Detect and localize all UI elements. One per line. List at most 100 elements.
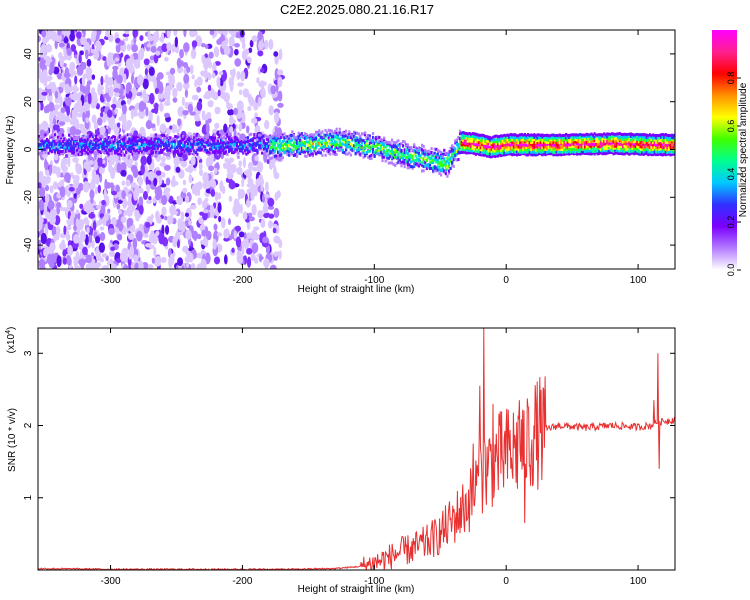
spectrogram-band-cell <box>403 165 406 169</box>
spectrogram-cell <box>138 260 143 269</box>
spectrogram-cell <box>207 84 212 92</box>
spectrogram-cell <box>126 98 131 105</box>
spectrogram-band-cell <box>99 142 102 146</box>
spectrogram-band-cell <box>419 162 422 166</box>
spectrogram-band-cell <box>446 156 449 160</box>
spectrogram-cell <box>145 184 151 190</box>
spectrogram-band-cell <box>332 137 335 141</box>
spectrogram-cell <box>108 85 114 98</box>
spectrogram-cell <box>246 125 250 134</box>
spectrogram-cell <box>164 225 170 235</box>
spectrogram-band-cell <box>321 147 324 151</box>
spectrogram-cell <box>71 108 77 121</box>
spectrogram-band-cell <box>405 144 408 148</box>
spectrogram-band-cell <box>82 136 85 140</box>
spectrogram-cell <box>96 204 101 210</box>
spectrogram-band-cell <box>87 137 90 141</box>
spectrogram-band-cell <box>438 171 441 175</box>
spectrogram-band-cell <box>352 134 356 138</box>
spectrogram-band-cell <box>47 144 50 148</box>
spectrogram-cell <box>277 90 283 102</box>
spectrogram-band-cell <box>299 137 302 141</box>
spectrogram-band-cell <box>446 174 449 178</box>
spectrogram-cell <box>41 177 47 189</box>
spectrogram-band-cell <box>364 153 367 157</box>
spectrogram-band-cell <box>98 136 101 140</box>
spectrogram-band-cell <box>368 149 371 153</box>
spectrogram-band-cell <box>137 133 140 137</box>
spectrogram-band-cell <box>166 140 169 144</box>
spectrogram-cell <box>251 242 259 254</box>
spectrogram-cell <box>268 213 275 219</box>
spectrogram-band-cell <box>438 156 441 160</box>
spectrogram-band-cell <box>329 148 332 152</box>
spectrogram-band-cell <box>169 136 172 140</box>
spectrogram-band-cell <box>307 140 310 144</box>
spectrogram-cell <box>217 30 224 35</box>
spectrogram-band-cell <box>348 151 351 155</box>
spectrogram-band-cell <box>291 148 294 152</box>
spectrogram-band-cell <box>153 144 156 148</box>
spectrogram-cell <box>144 68 148 76</box>
spectrogram-band-cell <box>425 167 428 171</box>
spectrogram-cell <box>151 257 156 264</box>
spectrogram-band-cell <box>283 132 286 136</box>
spectrogram-band-cell <box>430 147 433 151</box>
spectrogram-cell <box>42 121 49 132</box>
spectrogram-band-cell <box>96 151 99 155</box>
spectrogram-band-cell <box>161 140 164 144</box>
spectrogram-cell <box>72 157 79 163</box>
spectrogram-band-cell <box>425 163 428 167</box>
spectrogram-band-cell <box>180 148 183 152</box>
spectrogram-band-cell <box>379 153 383 157</box>
spectrogram-cell <box>133 86 137 97</box>
spectrogram-band-cell <box>359 139 362 143</box>
spectrogram-band-cell <box>142 152 145 156</box>
spectrogram-band-cell <box>341 148 345 152</box>
spectrogram-band-cell <box>332 131 335 135</box>
spectrogram-band-cell <box>77 144 80 148</box>
spectrogram-band-cell <box>370 153 373 157</box>
spectrogram-band-cell <box>417 164 421 168</box>
spectrogram-cell <box>214 122 220 129</box>
spectrogram-band-cell <box>41 151 44 155</box>
spectrogram-band-cell <box>253 142 256 146</box>
spectrogram-band-cell <box>204 138 207 142</box>
spectrogram-band-cell <box>107 141 110 145</box>
spectrogram-band-cell <box>109 141 112 145</box>
spectrogram-band-cell <box>318 138 321 142</box>
spectrogram-band-cell <box>362 132 365 136</box>
spectrogram-band-cell <box>383 136 386 140</box>
spectrogram-band-cell <box>128 137 131 141</box>
spectrogram-band-cell <box>327 134 330 138</box>
spectrogram-band-cell <box>139 147 142 151</box>
spectrogram-band-cell <box>210 148 213 152</box>
spectrogram-band-cell <box>416 148 419 152</box>
spectrogram-band-cell <box>299 139 302 143</box>
spectrogram-band-cell <box>207 153 210 157</box>
spectrogram-band-cell <box>364 142 367 146</box>
spectrogram-cell <box>257 96 262 107</box>
spectrogram-band-cell <box>237 146 240 150</box>
spectrogram-band-cell <box>314 152 318 156</box>
spectrogram-band-cell <box>159 135 163 139</box>
spectrogram-band-cell <box>238 140 242 144</box>
spectrogram-band-cell <box>227 145 231 149</box>
spectrogram-band-cell <box>83 139 87 143</box>
spectrogram-band-cell <box>286 135 289 139</box>
spectrogram-band-cell <box>220 137 223 141</box>
spectrogram-band-cell <box>210 151 213 155</box>
spectrogram-band-cell <box>63 142 66 146</box>
spectrogram-band-cell <box>283 147 286 151</box>
spectrogram-band-cell <box>327 151 330 155</box>
spectrogram-cell <box>50 253 56 264</box>
spectrogram-cell <box>39 129 46 137</box>
spectrogram-band-cell <box>210 136 213 140</box>
spectrogram-band-cell <box>383 151 386 155</box>
spectrogram-band-cell <box>389 143 392 147</box>
spectrogram-band-cell <box>93 146 96 150</box>
spectrogram-band-cell <box>365 141 368 145</box>
spectrogram-cell <box>251 117 258 124</box>
spectrogram-band-cell <box>332 149 335 153</box>
spectrogram-band-cell <box>284 143 288 147</box>
